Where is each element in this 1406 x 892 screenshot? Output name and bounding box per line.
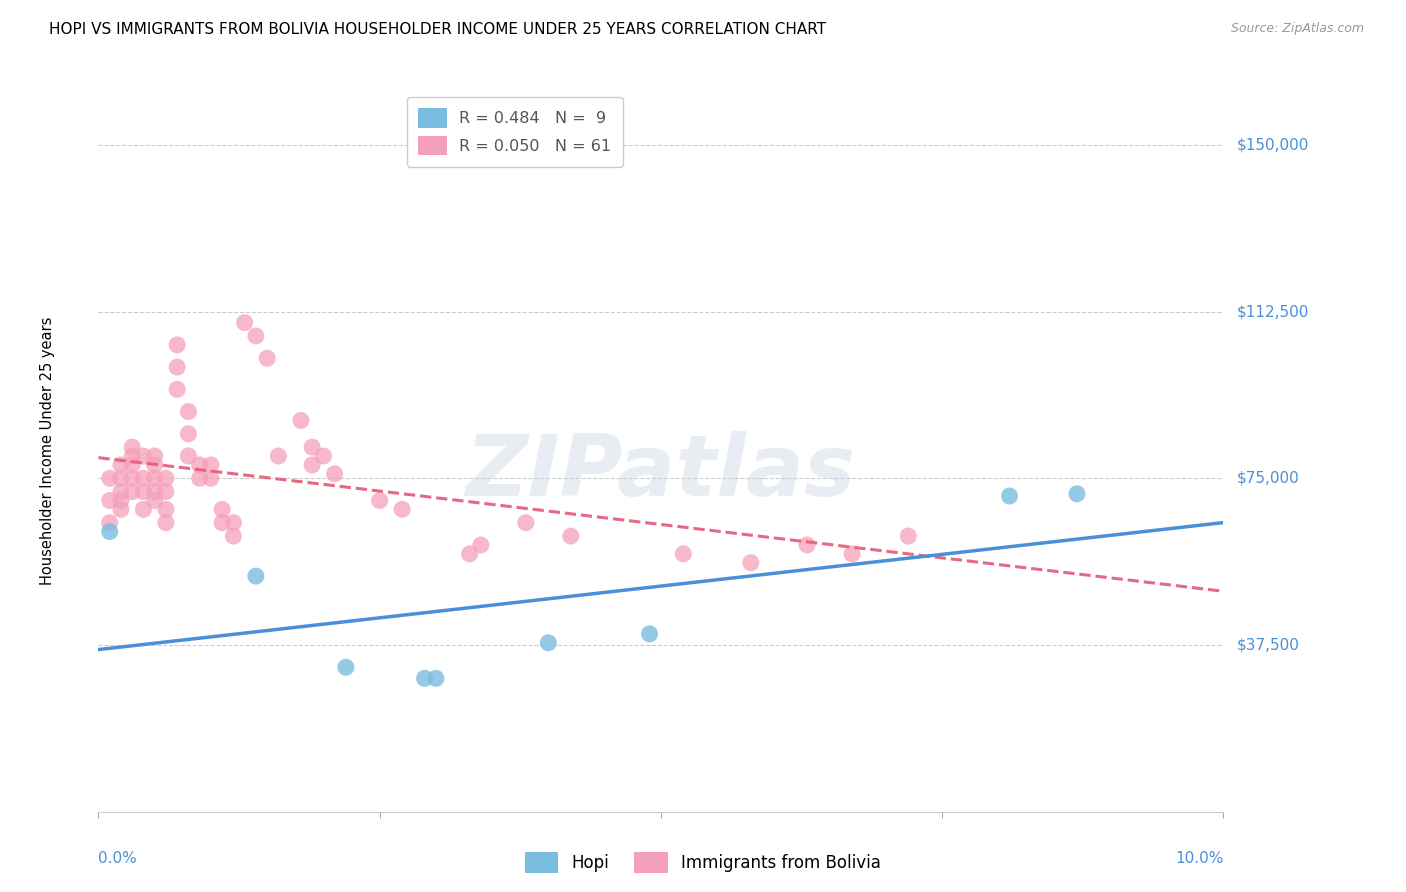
Point (335, 660, 357, 674)
Point (998, 489, 1021, 503)
Legend: R = 0.484   N =  9, R = 0.050   N = 61: R = 0.484 N = 9, R = 0.050 N = 61 (406, 97, 623, 167)
Point (211, 502, 233, 516)
Point (256, 351, 278, 366)
Point (177, 404, 200, 418)
Point (143, 484, 166, 499)
Point (638, 627, 661, 641)
Point (121, 440, 143, 454)
Point (323, 467, 346, 481)
Point (188, 471, 211, 485)
Text: $150,000: $150,000 (1237, 137, 1309, 153)
Point (560, 529, 582, 543)
Point (110, 493, 132, 508)
Point (143, 449, 166, 463)
Point (143, 458, 166, 472)
Point (155, 484, 177, 499)
Text: Householder Income Under 25 years: Householder Income Under 25 years (41, 317, 55, 584)
Point (740, 556, 762, 570)
Point (245, 569, 267, 583)
Text: $75,000: $75,000 (1237, 471, 1301, 486)
Text: Source: ZipAtlas.com: Source: ZipAtlas.com (1230, 22, 1364, 36)
Point (245, 329, 267, 343)
Point (177, 426, 200, 441)
Point (672, 547, 695, 561)
Point (841, 547, 863, 561)
Text: ZIPatlas: ZIPatlas (465, 431, 856, 514)
Point (132, 484, 155, 499)
Point (110, 502, 132, 516)
Point (301, 458, 323, 472)
Point (98, 471, 121, 485)
Point (132, 449, 155, 463)
Point (200, 471, 222, 485)
Point (132, 471, 155, 485)
Point (267, 449, 290, 463)
Point (121, 458, 143, 472)
Text: HOPI VS IMMIGRANTS FROM BOLIVIA HOUSEHOLDER INCOME UNDER 25 YEARS CORRELATION CH: HOPI VS IMMIGRANTS FROM BOLIVIA HOUSEHOL… (49, 22, 827, 37)
Point (515, 516, 537, 530)
Point (155, 502, 177, 516)
Point (98, 516, 121, 530)
Point (110, 471, 132, 485)
Point (470, 538, 492, 552)
Point (222, 529, 245, 543)
Point (166, 360, 188, 375)
Point (290, 413, 312, 427)
Point (796, 538, 818, 552)
Text: 10.0%: 10.0% (1175, 852, 1223, 866)
Point (155, 516, 177, 530)
Point (222, 516, 245, 530)
Point (301, 440, 323, 454)
Point (166, 338, 188, 352)
Text: $112,500: $112,500 (1237, 304, 1309, 319)
Point (143, 471, 166, 485)
Point (121, 484, 143, 499)
Point (132, 502, 155, 516)
Point (537, 636, 560, 650)
Point (143, 493, 166, 508)
Text: 0.0%: 0.0% (98, 852, 138, 866)
Point (413, 671, 436, 685)
Point (368, 493, 391, 508)
Point (391, 502, 413, 516)
Point (121, 449, 143, 463)
Point (155, 471, 177, 485)
Point (897, 529, 920, 543)
Point (188, 458, 211, 472)
Point (211, 516, 233, 530)
Point (233, 316, 256, 330)
Point (98, 524, 121, 539)
Point (121, 471, 143, 485)
Legend: Hopi, Immigrants from Bolivia: Hopi, Immigrants from Bolivia (519, 846, 887, 880)
Point (110, 458, 132, 472)
Point (166, 382, 188, 396)
Point (98, 493, 121, 508)
Point (312, 449, 335, 463)
Text: $37,500: $37,500 (1237, 638, 1301, 652)
Point (425, 671, 447, 685)
Point (200, 458, 222, 472)
Point (177, 449, 200, 463)
Point (110, 484, 132, 499)
Point (1066, 487, 1088, 501)
Point (458, 547, 481, 561)
